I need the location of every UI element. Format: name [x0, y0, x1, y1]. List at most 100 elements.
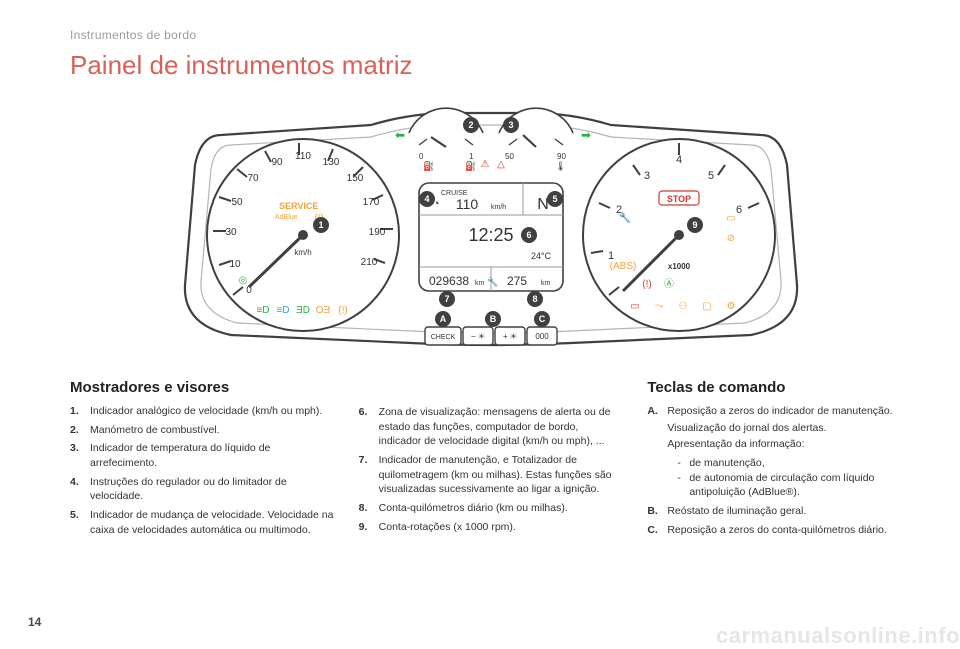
item-text: Instruções do regulador ou do limitador … [90, 475, 335, 504]
instrument-cluster-svg: 0 10 30 50 70 90 110 130 150 170 190 210… [171, 95, 811, 365]
item-num: B. [647, 504, 667, 519]
callout-6: 6 [526, 230, 531, 240]
warning-triangle-icon: △ [497, 159, 505, 170]
headlight-icon: ≡D [256, 305, 269, 316]
stop-label: STOP [667, 194, 691, 204]
speedo-tick-50: 50 [231, 197, 243, 208]
callout-3: 3 [508, 120, 513, 130]
item-num: 1. [70, 404, 90, 419]
heading-teclas: Teclas de comando [647, 379, 912, 396]
item-num: 5. [70, 508, 90, 537]
foglight-rear-icon: OƎ [316, 305, 330, 316]
service-label: SERVICE [279, 201, 318, 211]
check-button[interactable]: CHECK [431, 334, 456, 341]
tacho-6: 6 [736, 204, 742, 216]
button-row: CHECK − ☀ + ☀ 000 [425, 327, 557, 345]
speedo-tick-70: 70 [247, 173, 259, 184]
item-text: Reposição a zeros do conta-quilómetros d… [667, 523, 912, 538]
body-columns: Mostradores e visores 1.Indicador analóg… [70, 379, 912, 542]
item-text: Conta-rotações (x 1000 rpm). [379, 520, 624, 535]
foglight-front-icon: ƎD [296, 305, 310, 316]
dim-plus-button[interactable]: + ☀ [503, 332, 517, 341]
callout-A: A [440, 314, 447, 324]
esp-icon: ⤳ [655, 301, 663, 312]
fuel-max: 1 [469, 152, 474, 161]
cruise-icon: ◎ [239, 275, 248, 286]
callout-1: 1 [318, 220, 323, 230]
tyre-pressure-icon: (!) [338, 305, 347, 316]
speedo-tick-190: 190 [369, 227, 386, 238]
item-num: 7. [359, 453, 379, 497]
cruise-unit: km/h [491, 204, 506, 211]
list-mostradores: 1.Indicador analógico de velocidade (km/… [70, 404, 335, 538]
fuel-min: 0 [419, 152, 424, 161]
item-num: C. [647, 523, 667, 538]
heading-mostradores: Mostradores e visores [70, 379, 335, 396]
tachometer: 1 2 3 4 5 6 x1000 STOP 🔧 ▭ ⊘ (ABS) [583, 139, 775, 331]
speedo-tick-110: 110 [295, 151, 311, 162]
cruise-value: 110 [456, 196, 479, 212]
list-mid: 6.Zona de visualização: mensagens de ale… [359, 405, 624, 535]
wrench-icon: 🔧 [487, 276, 498, 287]
callout-8: 8 [532, 294, 537, 304]
center-display: CRUISE ◔ 110 km/h N 12:25 24°C 029638 km… [419, 183, 563, 291]
fuel-pump-icon: ⛽ [465, 160, 476, 171]
fuel-low-icon: ⛽ [423, 160, 434, 171]
col-right: Teclas de comando A.Reposição a zeros do… [647, 379, 912, 542]
col-mid: 6.Zona de visualização: mensagens de ale… [359, 379, 624, 542]
page-number: 14 [28, 615, 41, 629]
list-teclas: A.Reposição a zeros do indicador de manu… [647, 404, 912, 419]
item-num: 9. [359, 520, 379, 535]
sub-item: de autonomia de circulação com líquido a… [689, 471, 912, 500]
temp-min: 50 [505, 152, 514, 161]
speedo-tick-210: 210 [361, 257, 378, 268]
speedo-tick-10: 10 [229, 259, 241, 270]
item-text: Conta-quilómetros diário (km ou milhas). [379, 501, 624, 516]
tacho-3: 3 [644, 170, 650, 182]
abs-icon: (ABS) [610, 261, 637, 272]
item-text: Reposição a zeros do indicador de manute… [667, 404, 912, 419]
item-text: Indicador analógico de velocidade (km/h … [90, 404, 335, 419]
adblue-label: AdBlue [275, 214, 298, 221]
tacho-5: 5 [708, 170, 714, 182]
eco-icon: Ⓐ [664, 278, 674, 290]
callout-2: 2 [468, 120, 473, 130]
outside-temp: 24°C [531, 251, 552, 261]
col-left: Mostradores e visores 1.Indicador analóg… [70, 379, 335, 542]
tacho-unit: x1000 [668, 262, 691, 271]
speedo-tick-30: 30 [225, 227, 237, 238]
sublist: de manutenção, de autonomia de circulaçã… [647, 456, 912, 500]
callout-B: B [490, 314, 497, 324]
item-num: 6. [359, 405, 379, 449]
speedo-unit: km/h [294, 248, 311, 257]
item-text: Manómetro de combustível. [90, 423, 335, 438]
seatbelt-icon: ⚇ [679, 301, 688, 312]
oil-icon: 🔧 [619, 211, 631, 224]
section-label: Instrumentos de bordo [70, 28, 912, 42]
callout-7: 7 [444, 294, 449, 304]
speedo-tick-90: 90 [271, 157, 283, 168]
item-num: 2. [70, 423, 90, 438]
watermark: carmanualsonline.info [716, 623, 960, 649]
hazard-icon: ⚠ [481, 159, 490, 170]
item-num: 3. [70, 441, 90, 470]
temp-max: 90 [557, 152, 566, 161]
speedo-tick-150: 150 [347, 173, 364, 184]
callout-4: 4 [424, 194, 429, 204]
sub-item: de manutenção, [689, 456, 764, 471]
item-num: 4. [70, 475, 90, 504]
item-extra: Visualização do jornal dos alertas. [647, 421, 912, 436]
odo-unit: km [475, 280, 485, 287]
speedo-tick-170: 170 [363, 197, 380, 208]
reset-button[interactable]: 000 [535, 332, 549, 341]
dim-minus-button[interactable]: − ☀ [471, 332, 485, 341]
turn-left-icon: ⬅ [395, 128, 405, 142]
battery-icon: ▭ [630, 301, 639, 312]
temp-icon: 🌡 [555, 161, 566, 171]
emission-icon: ⚙ [727, 301, 736, 312]
trip-value: 275 [507, 274, 527, 288]
item-text: Reóstato de iluminação geral. [667, 504, 912, 519]
page-title: Painel de instrumentos matriz [70, 50, 912, 81]
trip-unit: km [541, 280, 551, 287]
odo-value: 029638 [429, 274, 469, 288]
